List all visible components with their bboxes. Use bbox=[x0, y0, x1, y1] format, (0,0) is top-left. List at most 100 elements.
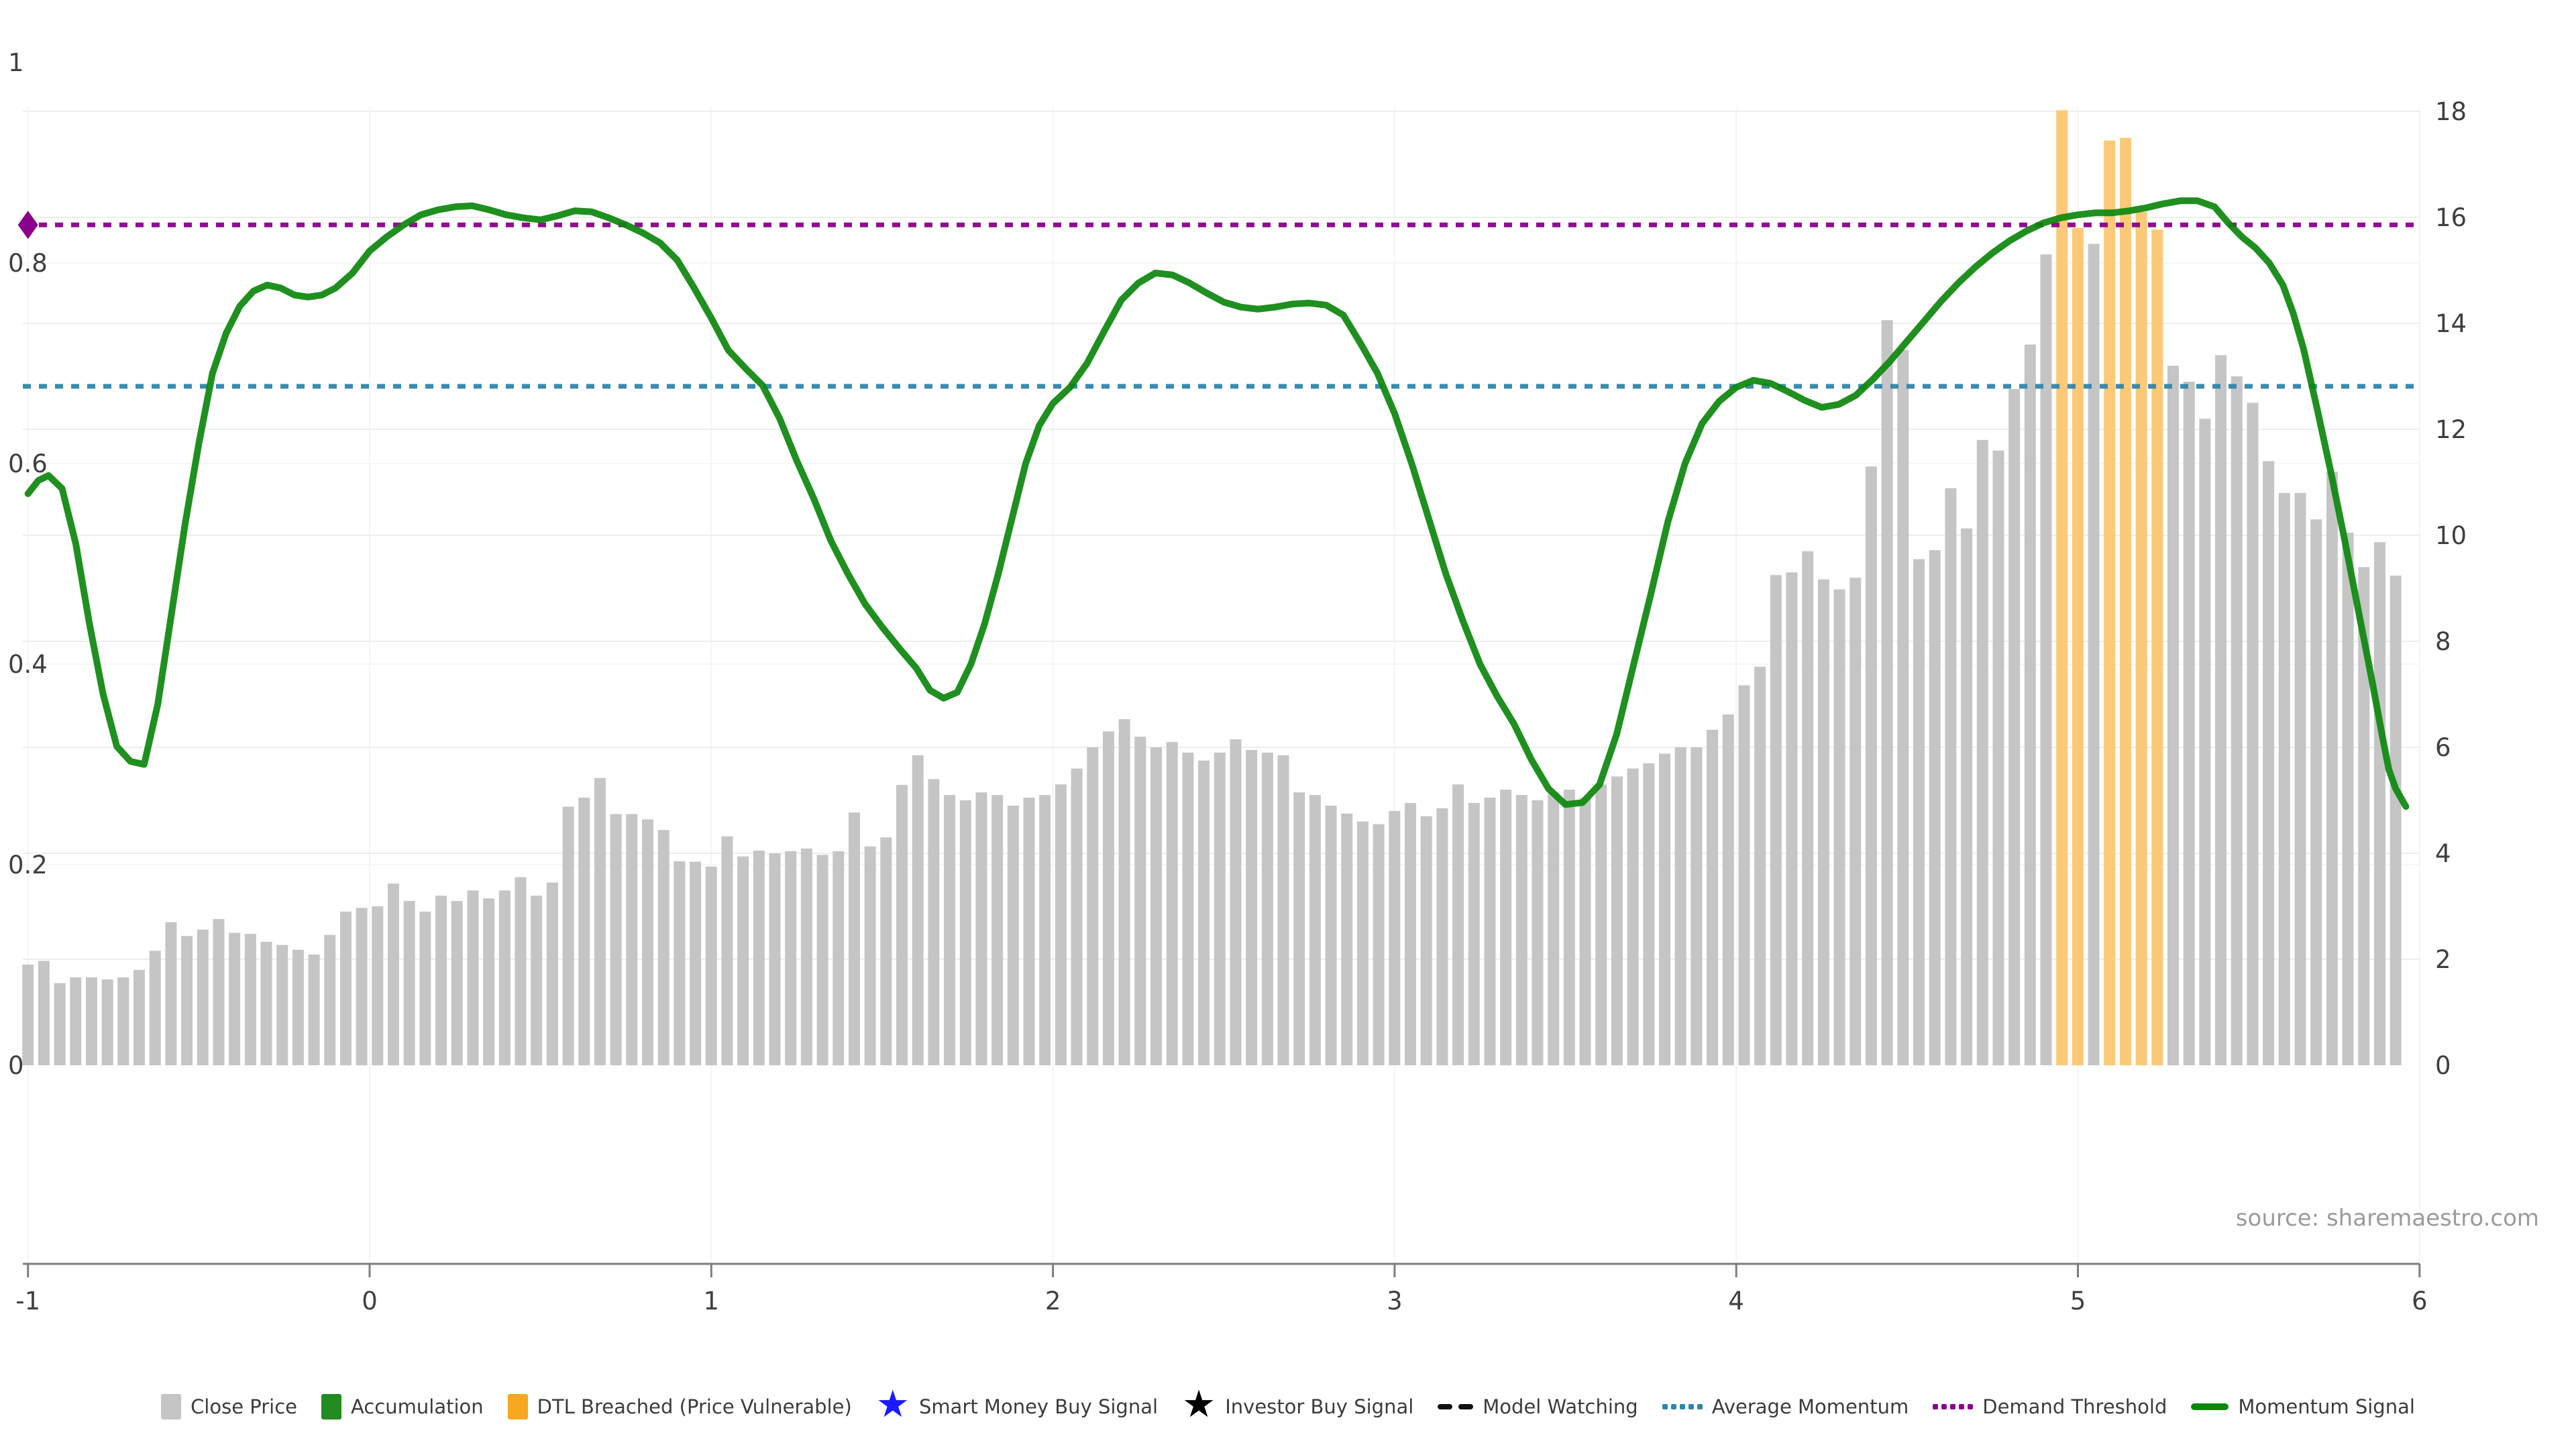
close-price-bar bbox=[1039, 795, 1051, 1065]
close-price-bar bbox=[1055, 784, 1067, 1065]
close-price-bar bbox=[1643, 763, 1655, 1065]
close-price-bar bbox=[244, 934, 256, 1065]
left-axis-tick-label: 0.2 bbox=[8, 851, 48, 879]
close-price-bar bbox=[753, 851, 765, 1065]
close-price-bar bbox=[85, 977, 97, 1065]
close-price-bar bbox=[1976, 439, 1988, 1065]
close-price-bar bbox=[1833, 589, 1845, 1065]
close-price-bar bbox=[2024, 344, 2036, 1065]
close-price-bar bbox=[324, 934, 336, 1065]
dtl-breached-bar bbox=[2119, 138, 2131, 1065]
close-price-bar bbox=[594, 777, 606, 1065]
close-price-bar bbox=[1849, 578, 1862, 1065]
source-note: source: sharemaestro.com bbox=[2235, 1205, 2539, 1232]
close-price-bar bbox=[1118, 719, 1130, 1065]
right-axis-tick-label: 16 bbox=[2435, 203, 2467, 232]
close-price-bar bbox=[1611, 776, 1623, 1065]
close-price-bar bbox=[419, 911, 431, 1065]
close-price-bar bbox=[1992, 450, 2004, 1065]
close-price-bar bbox=[1690, 747, 1703, 1065]
close-price-bar bbox=[1102, 731, 1114, 1065]
close-price-bar bbox=[1420, 816, 1432, 1065]
close-price-bar bbox=[975, 792, 987, 1065]
close-price-bar bbox=[1929, 550, 1941, 1065]
legend-label: Smart Money Buy Signal bbox=[918, 1395, 1159, 1418]
close-price-bar bbox=[101, 979, 113, 1065]
x-axis-tick-label: 4 bbox=[1728, 1287, 1744, 1316]
close-price-bar bbox=[1405, 802, 1417, 1065]
chart-legend: Close Price Accumulation DTL Breached (Pri… bbox=[0, 1386, 2576, 1424]
close-price-bar bbox=[1548, 792, 1560, 1065]
x-axis-tick-label: 0 bbox=[362, 1287, 378, 1316]
close-price-bar bbox=[181, 936, 193, 1065]
close-price-bar bbox=[2040, 254, 2052, 1065]
close-price-bar bbox=[1817, 579, 1829, 1065]
close-price-bar bbox=[1246, 749, 1258, 1065]
close-price-bar bbox=[1309, 795, 1321, 1065]
close-price-bar bbox=[388, 883, 400, 1065]
close-price-bar bbox=[229, 932, 241, 1065]
close-price-bar bbox=[705, 866, 717, 1065]
close-price-bar bbox=[2263, 461, 2275, 1065]
close-price-bar bbox=[991, 795, 1004, 1065]
close-price-bar bbox=[1754, 666, 1766, 1065]
legend-label: Average Momentum bbox=[1711, 1395, 1909, 1418]
close-price-bar bbox=[515, 877, 527, 1065]
close-price-bar bbox=[2373, 542, 2385, 1065]
close-price-bar bbox=[1150, 747, 1163, 1065]
close-price-bar bbox=[1293, 792, 1305, 1065]
close-price-bar bbox=[197, 929, 209, 1065]
close-price-bar bbox=[2088, 244, 2100, 1065]
close-price-bar bbox=[531, 896, 543, 1065]
legend-label: Demand Threshold bbox=[1982, 1395, 2167, 1418]
close-price-bar bbox=[2390, 576, 2402, 1065]
close-price-bar bbox=[451, 901, 463, 1065]
momentum-signal-line bbox=[24, 197, 2410, 810]
right-axis-tick-label: 18 bbox=[2435, 97, 2467, 126]
close-price-bar bbox=[260, 941, 272, 1065]
left-axis-tick-label: 0 bbox=[8, 1051, 24, 1080]
average-momentum-legend-swatch bbox=[1662, 1404, 1703, 1409]
close-price-bar bbox=[2231, 376, 2243, 1065]
close-price-bar bbox=[498, 890, 511, 1065]
close-price-bar bbox=[1802, 551, 1814, 1065]
legend-label: Momentum Signal bbox=[2238, 1395, 2415, 1418]
close-price-bar bbox=[1770, 575, 1782, 1065]
close-price-bar bbox=[1707, 729, 1719, 1065]
x-axis-tick-label: 5 bbox=[2070, 1287, 2086, 1316]
close-price-bar bbox=[2183, 381, 2195, 1065]
close-price-bar bbox=[1341, 813, 1353, 1065]
dtl-breached-bar bbox=[2104, 140, 2116, 1066]
right-axis-tick-label: 6 bbox=[2435, 733, 2451, 762]
close-price-bar bbox=[864, 846, 876, 1065]
close-price-bar bbox=[1182, 752, 1194, 1065]
close-price-bar bbox=[2326, 472, 2338, 1065]
demand-threshold-legend-swatch bbox=[1933, 1404, 1974, 1409]
close-price-bar bbox=[117, 977, 129, 1065]
close-price-bar bbox=[1595, 784, 1607, 1065]
close-price-bar bbox=[1897, 350, 1909, 1065]
demand-threshold-diamond-marker bbox=[17, 211, 38, 239]
close-price-bar bbox=[1786, 572, 1798, 1065]
close-price-bar bbox=[896, 785, 908, 1065]
close-price-bar bbox=[610, 814, 622, 1065]
left-axis-tick-label: 1 bbox=[8, 48, 24, 77]
legend-label: Close Price bbox=[191, 1395, 298, 1418]
close-price-bar bbox=[22, 964, 34, 1065]
right-axis-tick-label: 12 bbox=[2435, 415, 2467, 444]
dtl-breached-bar bbox=[2056, 110, 2068, 1065]
close-price-bar bbox=[2247, 402, 2259, 1065]
legend-label: Investor Buy Signal bbox=[1225, 1395, 1414, 1418]
close-price-bar bbox=[2167, 366, 2180, 1066]
right-axis-tick-label: 4 bbox=[2435, 839, 2451, 868]
close-price-bar bbox=[959, 800, 971, 1065]
close-price-bar bbox=[657, 830, 669, 1065]
close-price-bar bbox=[372, 906, 384, 1065]
right-axis-tick-label: 2 bbox=[2435, 945, 2451, 974]
close-price-bar bbox=[1373, 824, 1385, 1065]
close-price-bar bbox=[642, 819, 654, 1065]
close-price-bar bbox=[1738, 685, 1750, 1065]
legend-item-close-price: Close Price bbox=[161, 1394, 297, 1419]
